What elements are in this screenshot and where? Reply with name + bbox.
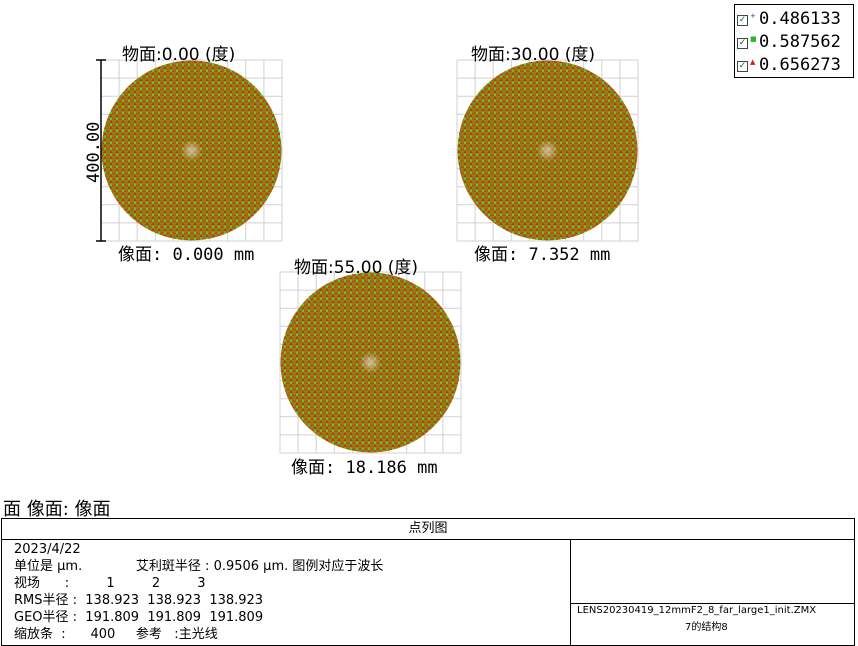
- field-row: 视场 : 1 2 3: [14, 576, 206, 591]
- file-name: LENS20230419_12mmF2_8_far_large1_init.ZM…: [577, 605, 817, 616]
- object-field-label-1: 物面:0.00 (度): [122, 45, 236, 65]
- legend-wavelength: 0.656273: [759, 55, 841, 75]
- divider: [570, 540, 571, 645]
- triangle-marker-icon: ▲: [750, 58, 756, 66]
- image-height-label-3: 像面: 18.186 mm: [291, 458, 438, 478]
- surface-title: 面 像面: 像面: [3, 499, 111, 520]
- wavelength-legend: ✓ + 0.486133 ✓ ■ 0.587562 ✓ ▲ 0.656273: [734, 4, 854, 78]
- scale-bar: [96, 59, 106, 242]
- spot-field-1: [100, 59, 283, 242]
- configuration-text: 7的结构8: [685, 622, 728, 633]
- spot-field-2: [456, 59, 639, 242]
- object-field-label-2: 物面:30.00 (度): [471, 45, 596, 65]
- spot-center-highlight: [101, 60, 282, 241]
- plus-marker-icon: +: [750, 12, 756, 20]
- legend-wavelength: 0.587562: [759, 32, 841, 52]
- spot-center-highlight: [280, 272, 461, 453]
- info-panel: 点列图 2023/4/22 单位是 μm. 艾利斑半径 : 0.9506 μm.…: [1, 518, 855, 646]
- image-height-label-2: 像面: 7.352 mm: [474, 245, 611, 265]
- date-text: 2023/4/22: [14, 542, 81, 557]
- spot-center-highlight: [457, 60, 638, 241]
- units-text: 单位是 μm. 艾利斑半径 : 0.9506 μm. 图例对应于波长: [14, 559, 384, 574]
- image-height-label-1: 像面: 0.000 mm: [118, 245, 255, 265]
- divider: [571, 603, 854, 604]
- checkbox-icon[interactable]: ✓: [737, 15, 748, 26]
- geo-row: GEO半径 : 191.809 191.809 191.809: [14, 610, 264, 625]
- scale-row: 缩放条 : 400 参考 :主光线: [14, 627, 218, 642]
- checkbox-icon[interactable]: ✓: [737, 61, 748, 72]
- spot-field-3: [279, 271, 462, 454]
- checkbox-icon[interactable]: ✓: [737, 38, 748, 49]
- scale-bar-label: 400.00: [84, 121, 104, 183]
- spot-diagram-plot: [96, 59, 639, 454]
- object-field-label-3: 物面:55.00 (度): [294, 258, 419, 278]
- rms-row: RMS半径 : 138.923 138.923 138.923: [14, 593, 264, 608]
- legend-wavelength: 0.486133: [759, 9, 841, 29]
- square-marker-icon: ■: [750, 35, 757, 43]
- info-header: 点列图: [2, 519, 854, 540]
